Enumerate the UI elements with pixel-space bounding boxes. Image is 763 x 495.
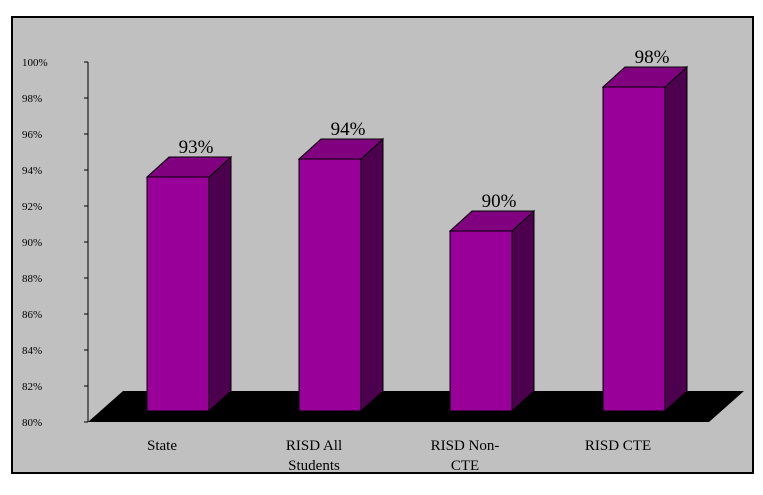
bar-series: 93% 94% 90% 98% — [145, 47, 689, 413]
category-label-line: RISD All — [286, 438, 342, 454]
y-tick-label: 82% — [22, 381, 42, 393]
y-axis-ticks: 80% 82% 84% 86% 88% 90% 92% 94% 96% 98% 100% — [22, 57, 88, 429]
category-label-line: CTE — [451, 458, 479, 474]
category-label-line: Students — [288, 458, 340, 474]
bar-side — [360, 137, 384, 413]
category-labels: State RISD All Students RISD Non- CTE RISD CT… — [147, 438, 651, 474]
y-tick-label: 96% — [22, 129, 42, 141]
bar-top — [601, 66, 689, 88]
bar-side — [208, 155, 232, 413]
category-label: State — [147, 438, 177, 454]
data-label: 93% — [179, 137, 214, 158]
y-tick-label: 80% — [22, 417, 42, 429]
chart-floor — [88, 391, 744, 422]
y-tick-label: 86% — [22, 309, 42, 321]
y-tick-label: 100% — [22, 57, 48, 69]
y-tick-label: 98% — [22, 93, 42, 105]
category-label: RISD CTE — [585, 438, 651, 454]
bar-side — [511, 209, 535, 413]
category-label-line: RISD CTE — [585, 438, 651, 454]
y-tick-label: 92% — [22, 201, 42, 213]
category-label-line: State — [147, 438, 177, 454]
data-label: 98% — [635, 47, 670, 68]
category-label: RISD Non- CTE — [431, 438, 500, 474]
bar-top — [448, 210, 536, 232]
category-label-line: RISD Non- — [431, 438, 500, 454]
y-tick-label: 90% — [22, 237, 42, 249]
bar — [298, 158, 362, 412]
category-label: RISD All Students — [286, 438, 342, 474]
y-tick-label: 94% — [22, 165, 42, 177]
bar — [146, 176, 210, 412]
bar-top — [297, 138, 385, 160]
bar-top — [145, 156, 233, 178]
data-label: 94% — [331, 119, 366, 140]
y-tick-label: 84% — [22, 345, 42, 357]
bar — [602, 86, 666, 412]
bar-side — [664, 65, 688, 413]
bar — [449, 230, 513, 412]
y-tick-label: 88% — [22, 273, 42, 285]
data-label: 90% — [482, 191, 517, 212]
